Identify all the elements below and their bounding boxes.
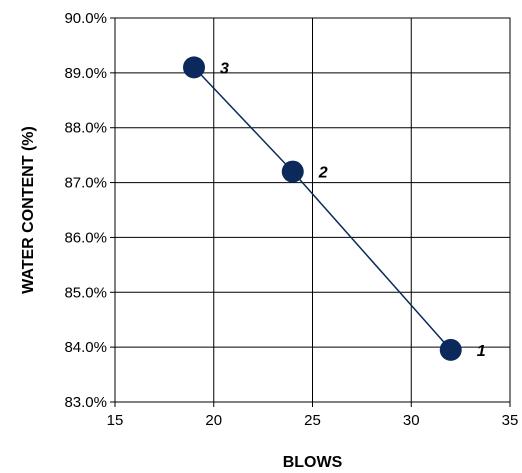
data-point-marker [183, 56, 205, 79]
data-point-marker [439, 338, 462, 361]
x-tick-label: 25 [304, 412, 321, 429]
x-axis-title: BLOWS [283, 454, 343, 471]
x-tick-label: 20 [205, 412, 222, 429]
data-point-marker [281, 160, 304, 183]
y-axis-ticks: 83.0% 84.0% 85.0% 86.0% 87.0% 88.0% 89.0% 90.0% [64, 10, 115, 411]
x-tick-label: 35 [502, 412, 519, 429]
y-tick-label: 87.0% [64, 175, 107, 192]
data-point-label: 1 [477, 343, 486, 360]
x-tick-label: 15 [107, 412, 124, 429]
y-tick-label: 86.0% [64, 229, 107, 246]
data-point-label: 2 [318, 165, 328, 182]
y-tick-label: 89.0% [64, 65, 107, 82]
x-axis-ticks: 15 20 25 30 35 [107, 402, 519, 429]
y-axis-title: WATER CONTENT (%) [20, 126, 37, 294]
data-series: 3 2 1 [183, 56, 486, 361]
y-tick-label: 84.0% [64, 339, 107, 356]
series-line [193, 66, 452, 351]
y-tick-label: 90.0% [64, 10, 107, 27]
x-tick-label: 30 [403, 412, 420, 429]
y-tick-label: 85.0% [64, 284, 107, 301]
data-point-label: 3 [220, 60, 229, 77]
y-tick-label: 88.0% [64, 120, 107, 137]
y-tick-label: 83.0% [64, 394, 107, 411]
